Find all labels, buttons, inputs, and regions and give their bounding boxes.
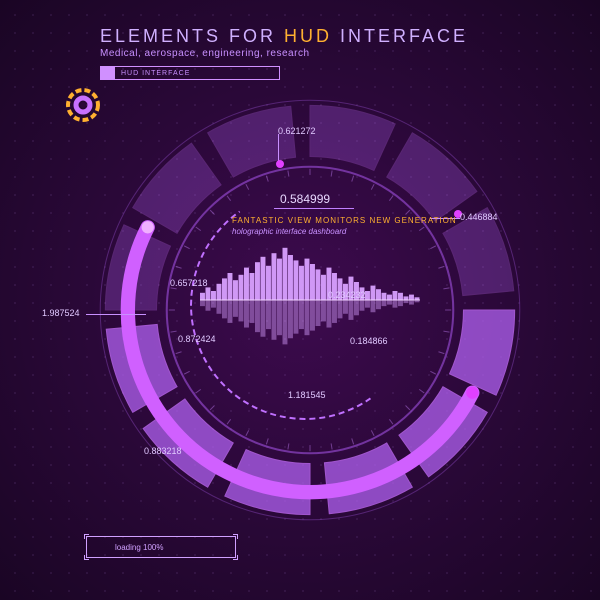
readout-value: 1.987524 [42,308,80,318]
readout-value: 0.872424 [178,334,216,344]
title-pre: ELEMENTS FOR [100,26,284,46]
hud-bar-top: HUD INTERFACE [100,66,280,80]
page-title: ELEMENTS FOR HUD INTERFACE [100,26,468,47]
title-accent: HUD [284,26,332,46]
hud-bar-label: HUD INTERFACE [121,70,190,77]
leader-line [86,314,146,315]
readout-value: 0.184866 [350,336,388,346]
center-top-value: 0.584999 [280,192,330,206]
readout-value: 0.657218 [170,278,208,288]
loading-bar: loading 100% [86,536,236,558]
center-title: FANTASTIC VIEW MONITORS NEW GENERATION [232,216,457,225]
page-subtitle: Medical, aerospace, engineering, researc… [100,48,310,59]
readout-value: 0.883218 [144,446,182,456]
loading-text: loading 100% [115,543,163,552]
readout-value: 1.181545 [288,390,326,400]
readout-value: 0.234232 [328,290,366,300]
readout-value: 0.621272 [278,126,316,136]
readout-value: 0.446884 [460,212,498,222]
title-post: INTERFACE [332,26,468,46]
center-top-value-underline [274,208,354,209]
leader-dot-icon [276,160,284,168]
center-subtitle: holographic interface dashboard [232,227,346,236]
hud-bar-fill [101,67,115,79]
